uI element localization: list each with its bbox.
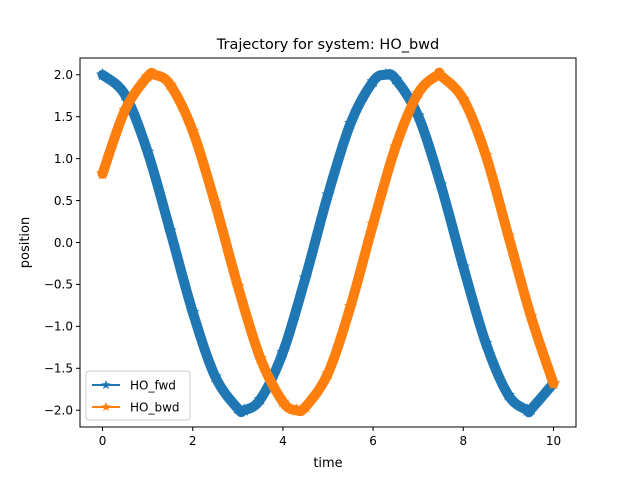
legend-item: HO_fwd (92, 379, 176, 393)
data-point (411, 108, 425, 122)
data-point (186, 124, 200, 137)
x-tick-label: 8 (459, 434, 467, 448)
legend-item: HO_bwd (92, 401, 180, 415)
x-tick-label: 4 (279, 434, 287, 448)
data-point (524, 402, 538, 415)
data-point (411, 86, 425, 99)
data-point (389, 72, 403, 85)
data-point (208, 196, 222, 210)
y-tick-label: 1.5 (54, 110, 73, 124)
series-HO_bwd (95, 67, 561, 417)
data-point (276, 394, 290, 408)
data-point (479, 336, 493, 349)
x-tick-label: 6 (369, 434, 377, 448)
data-point (231, 279, 245, 292)
data-point (186, 305, 200, 318)
y-tick-label: −1.0 (44, 320, 73, 334)
data-point (276, 345, 290, 358)
data-point (389, 139, 403, 153)
x-tick-label: 0 (99, 434, 107, 448)
y-tick-label: −2.0 (44, 404, 73, 418)
data-point (298, 270, 313, 284)
y-tick-label: −0.5 (44, 278, 73, 292)
data-point (321, 187, 335, 201)
y-tick-label: 2.0 (54, 68, 73, 82)
data-point (253, 351, 267, 364)
data-point (118, 103, 132, 116)
data-point (237, 403, 251, 416)
y-tick-label: −1.5 (44, 362, 73, 376)
data-point (95, 166, 110, 180)
data-point (163, 223, 177, 237)
data-point (163, 77, 177, 91)
y-tick-label: 0.0 (54, 236, 73, 250)
series-layer (95, 67, 561, 418)
data-point (253, 392, 267, 405)
data-point (148, 67, 162, 81)
data-point (501, 228, 515, 242)
y-tick-label: 0.5 (54, 194, 73, 208)
chart-title: Trajectory for system: HO_bwd (216, 37, 440, 53)
data-point (434, 68, 448, 82)
data-point (289, 403, 304, 416)
data-point (434, 177, 448, 191)
data-point (208, 369, 222, 383)
data-point (366, 74, 380, 88)
data-point (524, 309, 538, 322)
data-point (379, 67, 393, 81)
data-point (321, 366, 335, 379)
data-point (141, 145, 155, 158)
y-axis-label: position (18, 217, 33, 269)
data-point (298, 399, 313, 413)
data-point (546, 376, 561, 389)
x-axis: 0 2 4 6 8 10 (99, 427, 561, 448)
data-point (366, 217, 380, 230)
legend-marker (101, 402, 111, 412)
legend-marker (101, 380, 111, 390)
data-point (231, 401, 245, 415)
data-point (501, 388, 515, 401)
y-tick-label: 1.0 (54, 152, 73, 166)
x-tick-label: 2 (189, 434, 197, 448)
legend-label: HO_bwd (130, 401, 180, 415)
y-axis: −2.0 −1.5 −1.0 −0.5 0.0 0.5 1.0 1.5 2.0 (44, 68, 80, 418)
data-point (479, 148, 493, 161)
series-HO_fwd (95, 67, 561, 418)
x-tick-label: 10 (546, 434, 561, 448)
legend: HO_fwd HO_bwd (85, 370, 191, 421)
legend-label: HO_fwd (130, 379, 176, 393)
data-point (95, 67, 110, 81)
data-point (343, 299, 358, 312)
data-point (456, 259, 470, 273)
data-point (456, 92, 470, 105)
data-point (343, 116, 358, 130)
x-axis-label: time (313, 456, 342, 471)
